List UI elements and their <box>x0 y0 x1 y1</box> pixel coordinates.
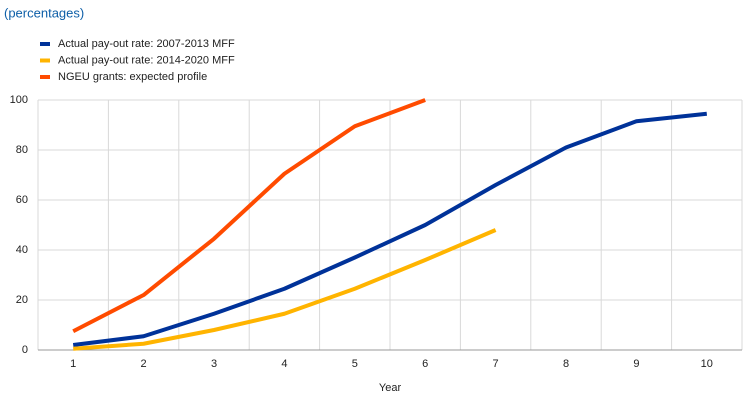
y-tick-label: 40 <box>16 244 28 256</box>
line-series <box>73 228 497 351</box>
x-tick-label: 4 <box>281 358 287 370</box>
line-series <box>72 98 426 334</box>
x-tick-label: 2 <box>141 358 147 370</box>
x-tick-label: 5 <box>352 358 358 370</box>
x-tick-label: 10 <box>701 358 713 370</box>
x-tick-label: 1 <box>70 358 76 370</box>
x-axis-label: Year <box>379 382 402 394</box>
x-tick-label: 6 <box>422 358 428 370</box>
line-series <box>72 111 708 347</box>
legend-label: Actual pay-out rate: 2007-2013 MFF <box>58 38 235 50</box>
chart-subtitle: (percentages) <box>4 5 84 20</box>
y-tick-label: 0 <box>22 344 28 356</box>
legend-label: NGEU grants: expected profile <box>58 71 207 83</box>
y-tick-label: 100 <box>10 94 28 106</box>
legend-label: Actual pay-out rate: 2014-2020 MFF <box>58 54 235 66</box>
y-tick-label: 80 <box>16 144 28 156</box>
x-tick-label: 8 <box>563 358 569 370</box>
x-tick-label: 3 <box>211 358 217 370</box>
x-tick-label: 9 <box>633 358 639 370</box>
x-tick-label: 7 <box>493 358 499 370</box>
y-tick-label: 20 <box>16 294 28 306</box>
y-tick-label: 60 <box>16 194 28 206</box>
